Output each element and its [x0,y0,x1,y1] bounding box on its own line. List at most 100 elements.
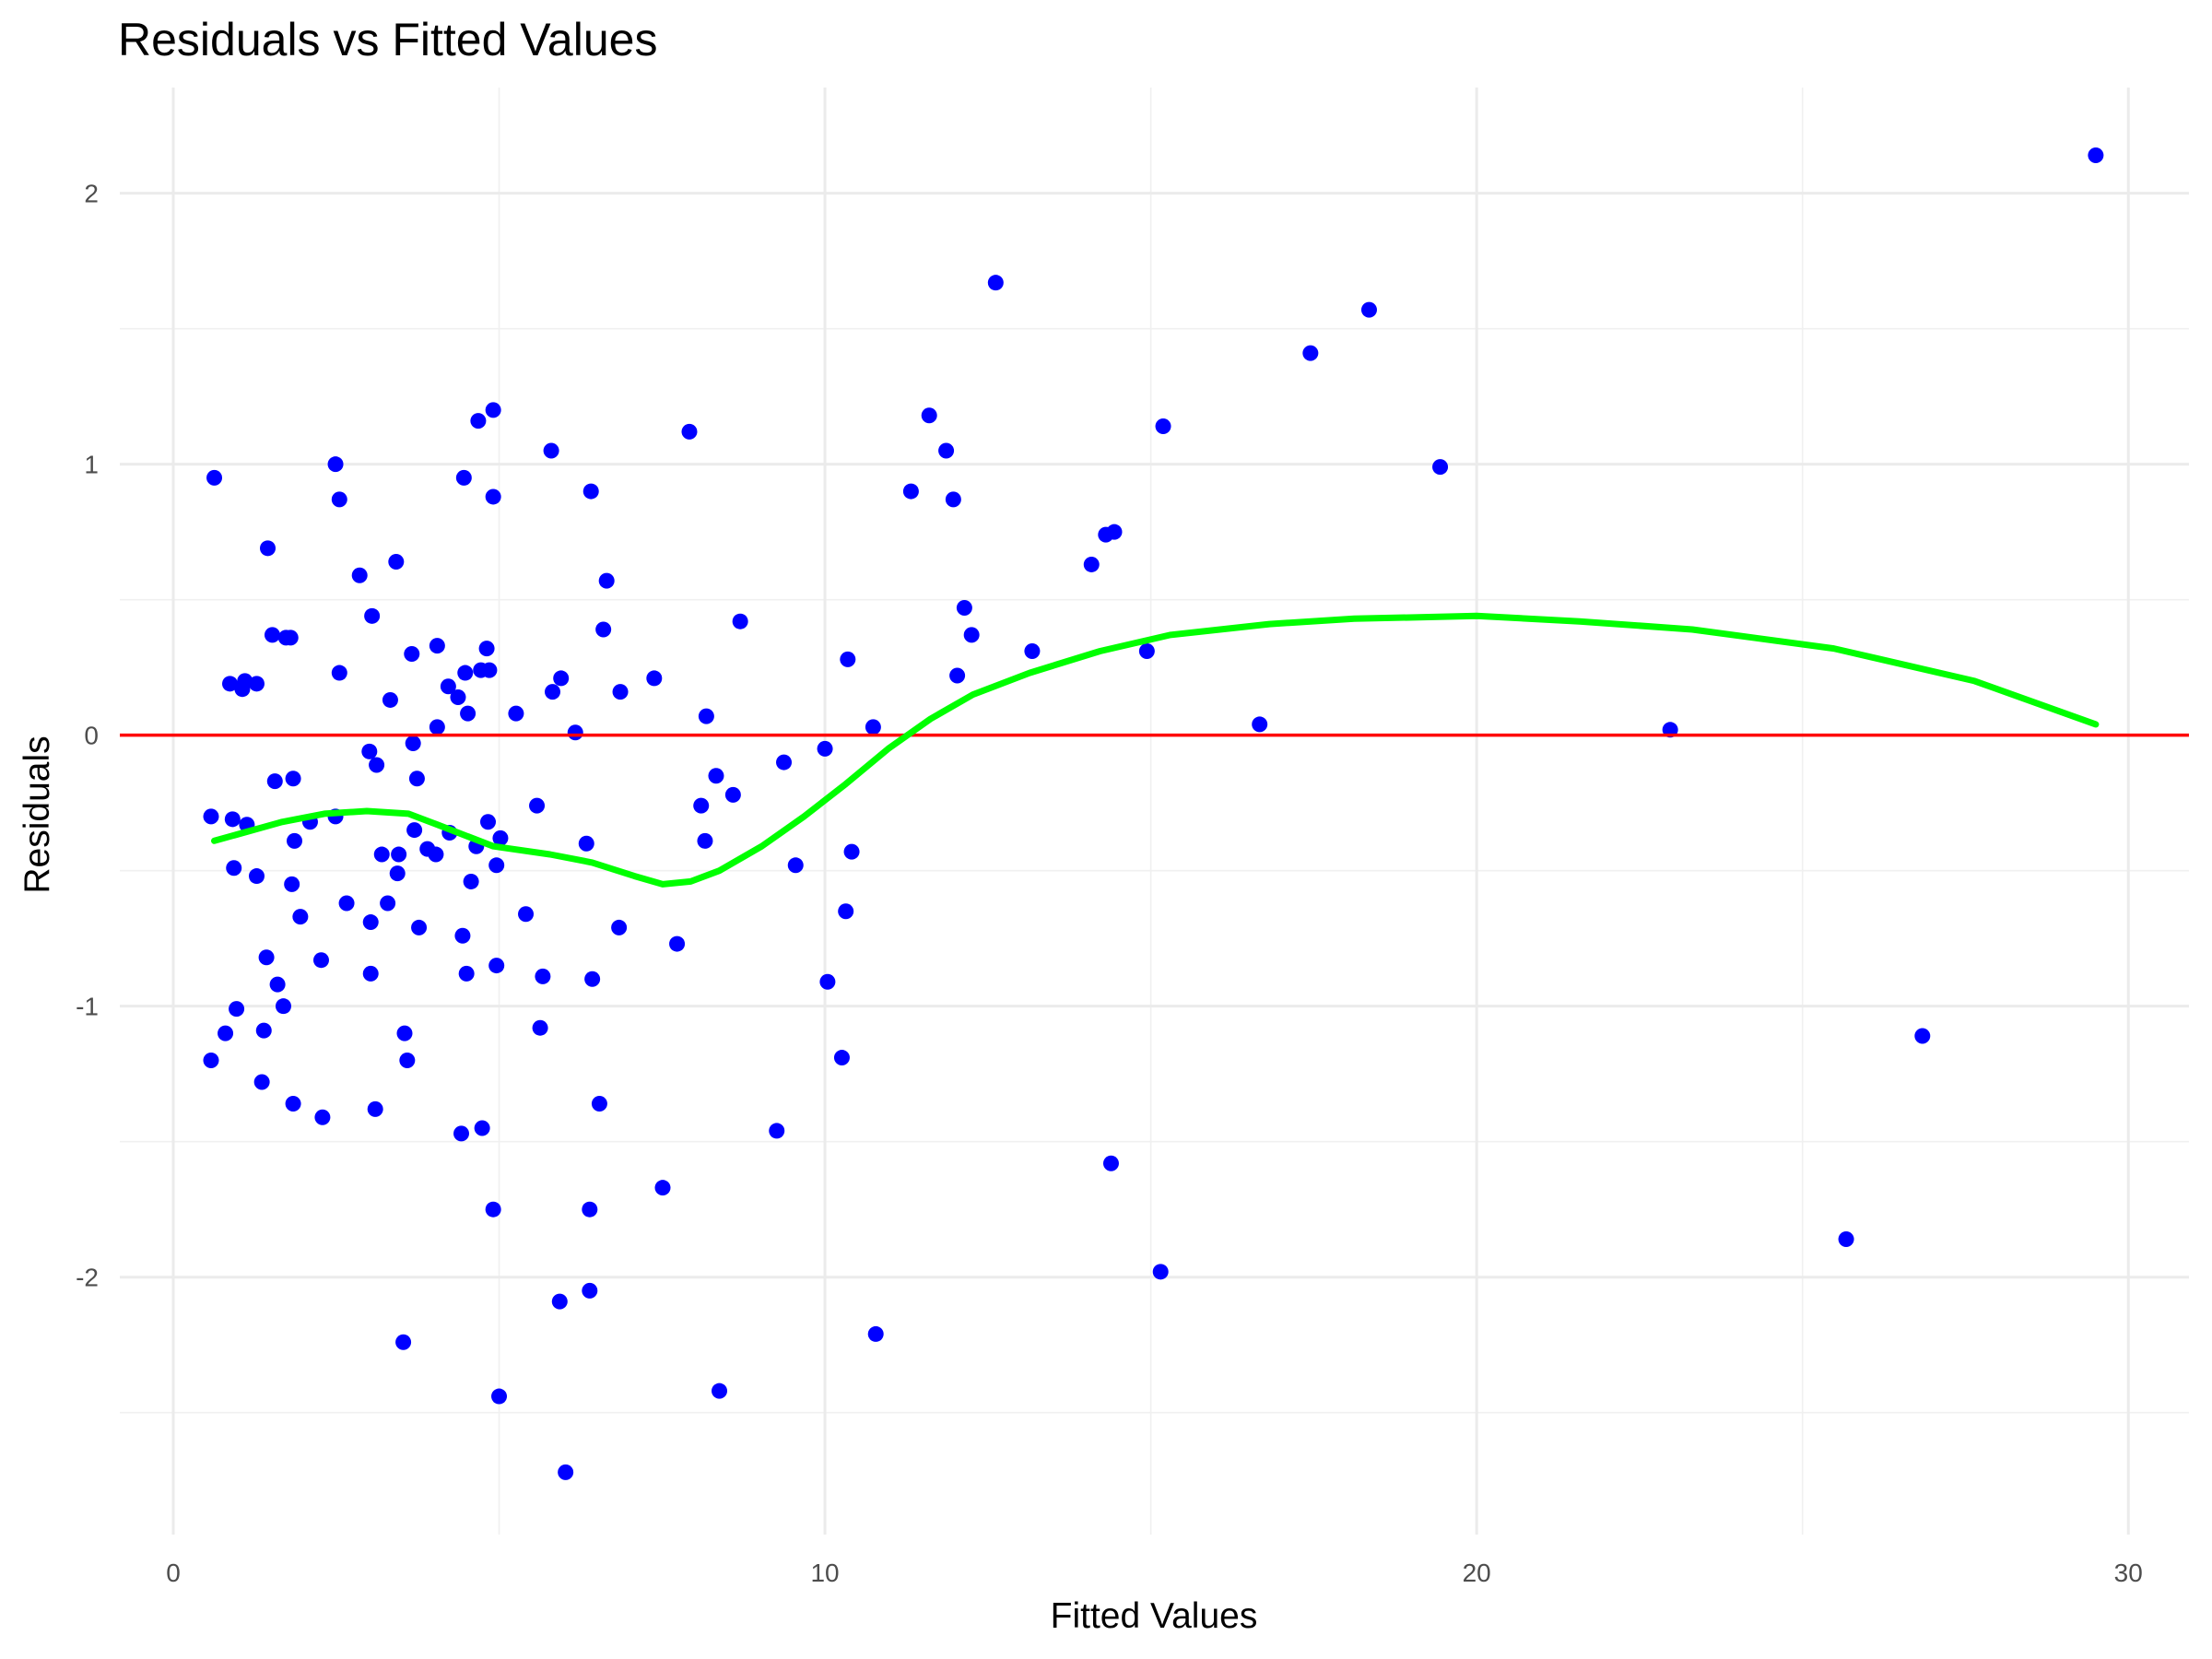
point [382,691,398,708]
y-tick-label: -1 [76,993,99,1021]
point [1914,1028,1931,1044]
y-tick-label: 1 [84,451,99,479]
point [578,835,594,852]
point [938,442,955,459]
point [286,832,302,849]
point [1360,301,1377,318]
point [429,719,445,735]
point [391,846,407,863]
point [463,873,479,889]
point [987,275,1004,291]
point [229,1001,245,1018]
point [331,665,347,681]
point [275,998,291,1015]
point [406,822,423,839]
point [338,895,355,912]
x-tick-label: 0 [166,1559,181,1587]
point [611,919,628,935]
point [865,719,881,735]
point [474,1120,490,1136]
point [455,469,472,486]
point [488,857,505,874]
point [369,757,385,773]
point [543,442,559,459]
point [485,1201,501,1218]
point [840,651,856,667]
point [453,1125,470,1142]
point [485,488,501,505]
point [553,670,570,687]
point [732,613,748,629]
point [478,641,495,657]
point [551,1293,568,1310]
point [724,786,741,803]
point [2088,147,2104,164]
point [949,667,966,684]
point [833,1050,850,1066]
point [224,811,241,828]
point [248,868,265,885]
point [582,1282,598,1299]
point [838,903,854,920]
point [458,965,475,982]
point [440,678,456,695]
point [1138,643,1155,660]
point [327,456,344,473]
point [693,797,710,814]
point [292,909,309,925]
point [1106,524,1123,540]
point [787,857,804,874]
point [1252,716,1268,733]
point [591,1096,607,1112]
point [535,968,551,984]
point [584,971,601,987]
point [567,724,583,741]
point [282,629,299,646]
point [411,919,428,935]
point [612,684,629,700]
point [902,483,919,500]
point [1024,643,1041,660]
point [582,483,599,500]
x-axis-title: Fitted Values [1051,1596,1258,1636]
point [1838,1231,1854,1248]
point [206,469,223,486]
point [380,895,396,912]
point [945,491,961,508]
point [285,771,301,787]
point [669,935,686,952]
point [518,906,535,923]
point [480,814,497,830]
point [708,768,724,784]
point [203,1052,219,1068]
point [389,865,406,882]
point [492,830,509,846]
point [285,1096,301,1112]
point [314,1109,331,1125]
point [450,689,466,706]
point [470,413,487,429]
point [331,491,347,508]
point [1432,459,1449,476]
smooth-line [211,612,2100,888]
point [698,708,714,724]
point [491,1388,508,1405]
point [654,1180,671,1196]
point [532,1019,548,1036]
point [395,1334,412,1350]
y-tick-label: 2 [84,180,99,208]
point [681,423,698,440]
point [237,673,253,689]
point [428,846,444,863]
point [1083,556,1100,572]
point [351,567,368,583]
point [819,973,836,990]
point [457,665,474,681]
point [508,705,524,722]
y-tick-label: -2 [76,1264,99,1292]
point [867,1325,884,1342]
point [485,402,501,418]
x-tick-label: 10 [810,1559,839,1587]
